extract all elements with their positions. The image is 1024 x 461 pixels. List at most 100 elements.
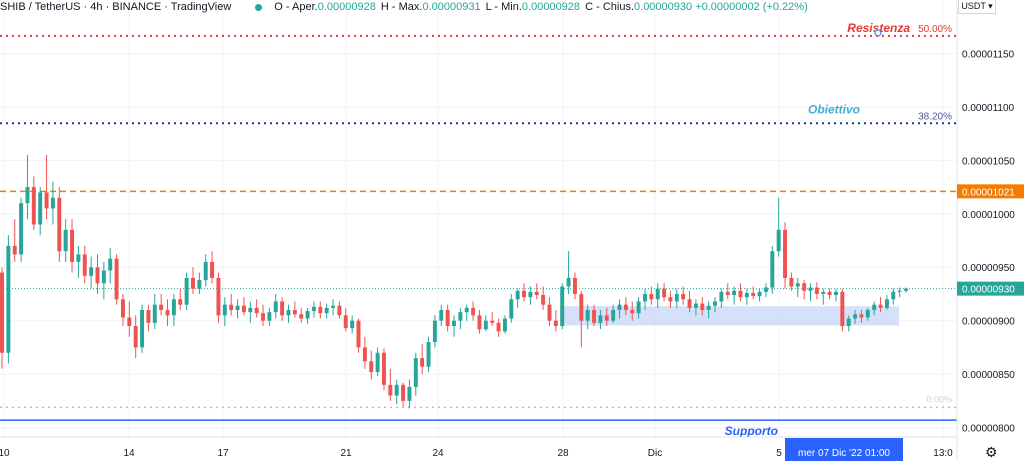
candle-body xyxy=(674,293,679,302)
candle-body xyxy=(814,287,819,294)
candle xyxy=(261,304,265,327)
candle xyxy=(776,197,781,257)
candle xyxy=(732,286,737,305)
candle-body xyxy=(432,320,437,343)
candle-body xyxy=(579,293,584,321)
candle-body xyxy=(95,267,100,284)
legend-header: SHIB / TetherUS · 4h · BINANCE · Trading… xyxy=(0,0,808,14)
candle-body xyxy=(254,307,259,314)
candle xyxy=(50,181,55,225)
candle xyxy=(668,290,673,308)
candle xyxy=(572,272,577,300)
zero-level-pct: 0.00% xyxy=(926,394,952,404)
candle-body xyxy=(305,311,310,319)
high-value: 0.00000931 xyxy=(422,1,481,13)
candle xyxy=(579,290,584,348)
candle xyxy=(394,379,399,405)
candle xyxy=(566,251,571,294)
resistance-pct: 50.00% xyxy=(918,24,952,35)
candle xyxy=(426,336,431,373)
candle-body xyxy=(865,310,870,318)
candle-body xyxy=(6,245,11,353)
x-tick-label: 14 xyxy=(123,448,135,459)
x-tick-label: 24 xyxy=(432,448,444,459)
candle xyxy=(229,293,234,316)
candle-body xyxy=(159,304,164,311)
candle xyxy=(381,348,386,391)
candle xyxy=(76,245,81,278)
x-tick-label: 5 xyxy=(776,448,782,459)
candle xyxy=(814,282,819,300)
candle xyxy=(560,283,565,330)
y-tick-label: 0.00000950 xyxy=(962,263,1015,274)
candle-body xyxy=(140,310,145,348)
candle xyxy=(674,288,679,308)
candle xyxy=(681,286,686,305)
candle xyxy=(82,245,87,284)
candle-body xyxy=(120,299,125,318)
candle-body xyxy=(706,305,711,311)
candle-body xyxy=(191,277,195,289)
candle-body xyxy=(471,307,476,316)
candle xyxy=(623,297,628,316)
candle-body xyxy=(808,287,813,291)
candle xyxy=(120,293,125,327)
candle-body xyxy=(311,306,316,312)
candle xyxy=(534,283,539,300)
current-price-badge xyxy=(957,281,1024,296)
candle-body xyxy=(407,386,412,401)
candle xyxy=(114,254,119,305)
gear-icon[interactable]: ⚙ xyxy=(985,444,998,460)
candle xyxy=(439,304,444,327)
candle xyxy=(655,283,660,308)
candle-body xyxy=(426,342,431,367)
candle-body xyxy=(891,291,896,300)
candle-body xyxy=(534,291,539,296)
candle-body xyxy=(19,203,24,255)
candle xyxy=(235,299,240,319)
candle xyxy=(413,352,418,396)
candle xyxy=(89,256,94,289)
candle xyxy=(6,235,11,364)
time-axis[interactable]: 10 14 17 21 24 28 Dic 5 13:0 mer 07 Dic '22 01:00 xyxy=(0,436,957,461)
candle xyxy=(57,187,62,262)
candles[interactable] xyxy=(0,155,908,409)
candle-body xyxy=(598,315,603,323)
candle xyxy=(146,304,151,332)
candle xyxy=(369,350,374,380)
candle-body xyxy=(776,229,781,252)
candle-body xyxy=(547,304,552,321)
candle-body xyxy=(833,291,838,296)
candle-body xyxy=(216,277,221,316)
candle xyxy=(38,187,43,236)
candle xyxy=(636,297,641,319)
candle xyxy=(471,301,476,321)
candle-body xyxy=(413,358,418,387)
candle xyxy=(280,297,285,321)
candle xyxy=(420,344,425,375)
candle-body xyxy=(375,352,380,373)
candle xyxy=(528,286,533,305)
currency-dropdown[interactable]: USDT ▾ xyxy=(958,0,996,14)
y-tick-label: 0.00000800 xyxy=(962,424,1015,435)
candle xyxy=(770,245,775,294)
candle xyxy=(617,299,622,319)
candle xyxy=(362,336,367,369)
candle-body xyxy=(401,384,406,401)
candle-body xyxy=(381,352,386,385)
candle-body xyxy=(904,288,908,291)
candle-body xyxy=(70,229,75,262)
target-pct: 38.20% xyxy=(918,111,952,122)
candle-body xyxy=(662,288,667,298)
candle xyxy=(241,297,246,316)
candle xyxy=(108,248,113,284)
candle-body xyxy=(821,291,826,294)
price-axis[interactable]: 0.00001150 0.00001100 0.00001050 0.00001000… xyxy=(956,0,1024,461)
candle-body xyxy=(420,358,425,367)
candle xyxy=(337,301,342,319)
candle xyxy=(445,304,450,332)
candle-body xyxy=(617,304,622,311)
candle-body xyxy=(649,293,654,300)
candle xyxy=(604,307,609,327)
